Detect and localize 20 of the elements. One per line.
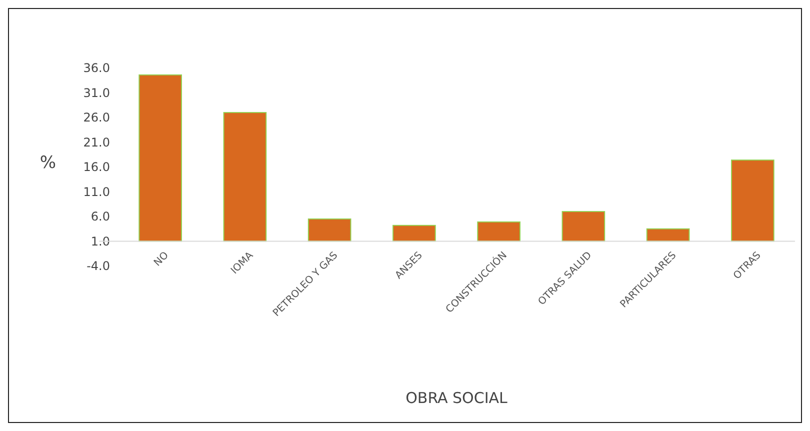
y-tick-label: 26.0 bbox=[83, 110, 110, 125]
y-tick-label: 11.0 bbox=[83, 184, 110, 199]
y-tick-label: 16.0 bbox=[83, 160, 110, 174]
bar bbox=[646, 228, 690, 242]
bar bbox=[477, 221, 520, 242]
y-tick-label: 1.0 bbox=[90, 234, 110, 248]
bar bbox=[562, 211, 606, 242]
bar bbox=[392, 224, 436, 242]
bar bbox=[223, 112, 267, 242]
y-axis-title: % bbox=[40, 152, 56, 173]
y-tick-label: 6.0 bbox=[90, 210, 110, 224]
x-axis-title: OBRA SOCIAL bbox=[406, 389, 508, 407]
y-tick-label: -4.0 bbox=[86, 259, 110, 274]
y-tick-label: 36.0 bbox=[83, 61, 110, 76]
y-tick-label: 31.0 bbox=[83, 86, 110, 100]
bar bbox=[138, 74, 182, 242]
bar bbox=[308, 218, 352, 242]
x-tick-label: NO bbox=[152, 250, 171, 269]
y-tick-label: 21.0 bbox=[83, 135, 110, 150]
bar bbox=[731, 160, 774, 242]
